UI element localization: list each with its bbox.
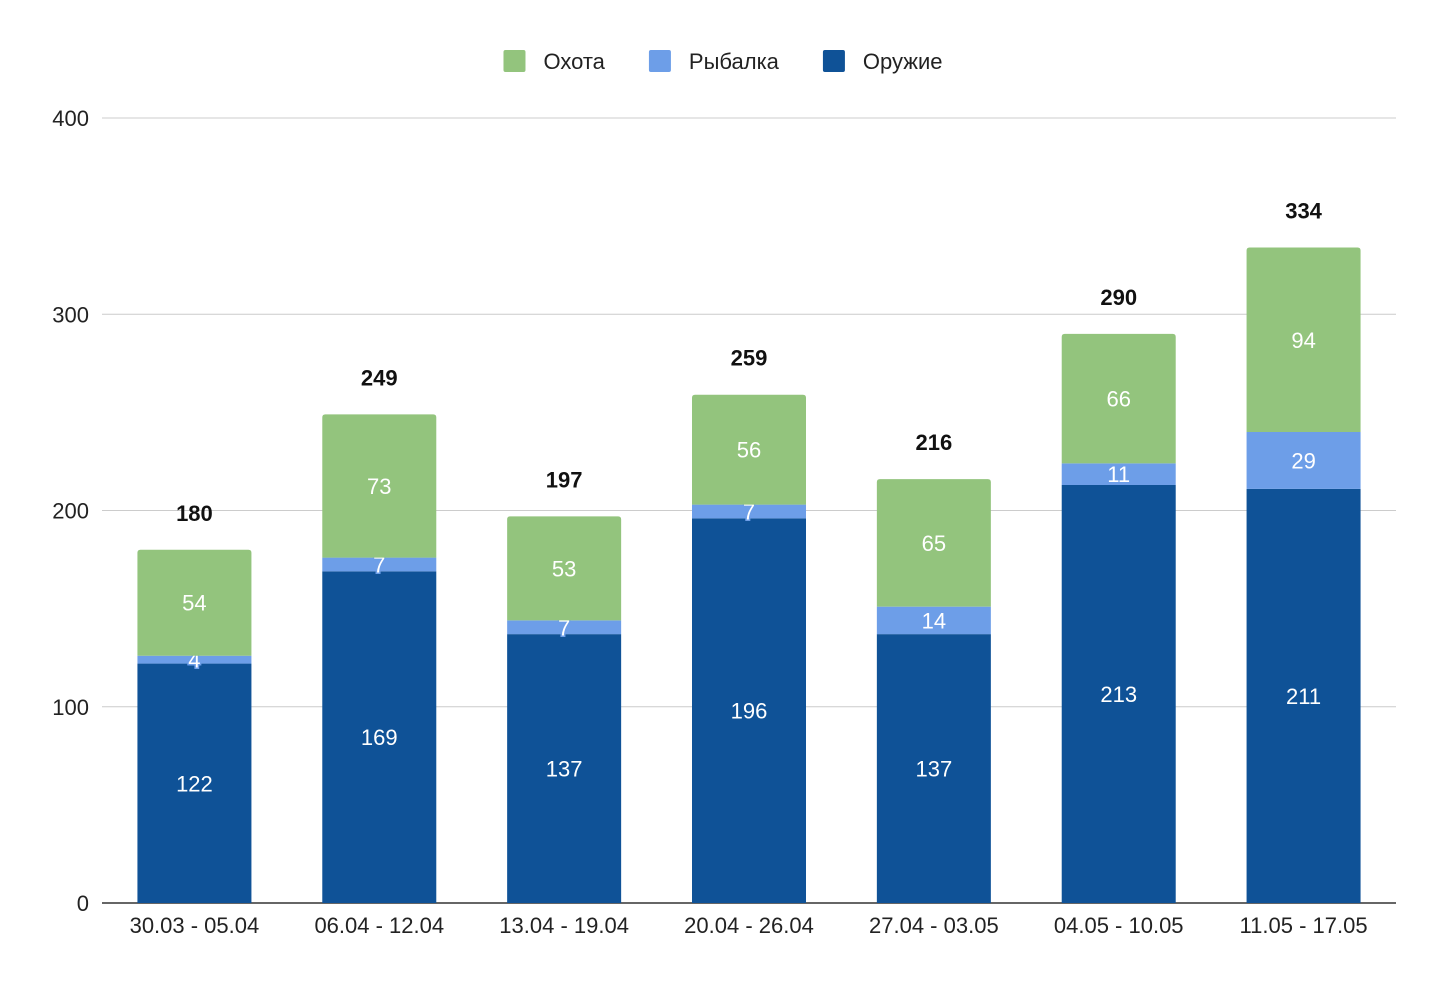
bar-group: 169 7 73 249: [322, 365, 437, 903]
bar-segment: [1061, 333, 1176, 464]
bar-segment: [876, 606, 991, 635]
legend-swatch: [648, 50, 671, 72]
x-tick-label: 04.05 - 10.05: [1054, 913, 1184, 938]
bar-segment: [1061, 463, 1176, 485]
data-label: 7: [373, 552, 385, 577]
total-label: 180: [176, 501, 213, 526]
data-label: 53: [552, 556, 576, 581]
bar-segment: [137, 663, 252, 903]
data-label: 11: [1107, 462, 1130, 487]
data-label: 7: [743, 499, 755, 524]
bar-segment: [692, 504, 806, 519]
data-label: 137: [915, 757, 952, 782]
data-label: 56: [737, 438, 761, 463]
bar-segment: [692, 518, 806, 903]
x-tick-label: 20.04 - 26.04: [684, 913, 814, 938]
legend-swatch: [822, 50, 845, 72]
bar-segment: [876, 479, 991, 607]
data-label: 94: [1291, 328, 1315, 353]
y-tick-label: 300: [52, 302, 89, 327]
bar-segment: [1246, 247, 1361, 432]
legend-label: Охота: [543, 49, 605, 74]
legend: Охота Рыбалка Оружие: [503, 49, 943, 74]
y-tick-label: 100: [52, 695, 89, 720]
bar-group: 137 14 65 216: [876, 430, 991, 903]
y-tick-label: 0: [77, 891, 89, 916]
legend-label: Оружие: [863, 49, 943, 74]
bar-segment: [137, 655, 252, 664]
bar-segment: [1061, 484, 1176, 903]
bar-segment: [1246, 432, 1361, 489]
data-label: 213: [1100, 682, 1137, 707]
data-label: 14: [922, 608, 946, 633]
legend-item: Оружие: [822, 49, 943, 74]
data-label: 122: [176, 771, 213, 796]
bar-group: 196 7 56 259: [692, 346, 806, 903]
data-label: 7: [558, 615, 570, 640]
bar-segment: [137, 549, 252, 656]
total-label: 259: [731, 346, 768, 371]
bar-segment: [692, 394, 806, 505]
data-label: 137: [546, 757, 583, 782]
bar-group: 211 29 94 334: [1246, 199, 1361, 903]
bar-segment: [322, 571, 437, 903]
legend-item: Рыбалка: [648, 49, 780, 74]
data-label: 196: [731, 699, 768, 724]
legend-swatch: [503, 50, 526, 72]
bar-segment: [1246, 488, 1361, 903]
data-label: 29: [1291, 448, 1315, 473]
bar-segment: [322, 557, 437, 572]
data-label: 66: [1106, 387, 1130, 412]
data-label: 211: [1286, 684, 1321, 709]
bar-group: 137 7 53 197: [507, 467, 622, 903]
y-tick-label: 400: [52, 106, 89, 131]
bar-segment: [322, 414, 437, 558]
x-tick-label: 27.04 - 03.05: [869, 913, 999, 938]
x-tick-label: 11.05 - 17.05: [1240, 913, 1368, 938]
total-label: 249: [361, 365, 398, 390]
data-label: 65: [922, 531, 946, 556]
legend-item: Охота: [503, 49, 606, 74]
data-label: 73: [367, 474, 391, 499]
x-tick-label: 13.04 - 19.04: [499, 913, 629, 938]
data-label: 169: [361, 725, 398, 750]
y-tick-label: 200: [52, 499, 89, 524]
x-axis: 30.03 - 05.04 06.04 - 12.04 13.04 - 19.04 2…: [130, 913, 1368, 938]
bar-group: 213 11 66 290: [1061, 285, 1176, 903]
total-label: 216: [915, 430, 952, 455]
bar-segment: [507, 634, 622, 903]
total-label: 290: [1100, 285, 1137, 310]
x-tick-label: 06.04 - 12.04: [314, 913, 444, 938]
bar-segment: [876, 634, 991, 903]
bars: 1224541801697732491377531971967562591371…: [137, 199, 1361, 903]
y-axis: 0 100 200 300 400: [52, 106, 89, 916]
bar-segment: [507, 516, 622, 621]
total-label: 197: [546, 467, 583, 492]
legend-label: Рыбалка: [689, 49, 780, 74]
total-label: 334: [1285, 199, 1322, 224]
bar-segment: [507, 620, 622, 635]
x-tick-label: 30.03 - 05.04: [130, 913, 260, 938]
data-label: 54: [182, 591, 206, 616]
